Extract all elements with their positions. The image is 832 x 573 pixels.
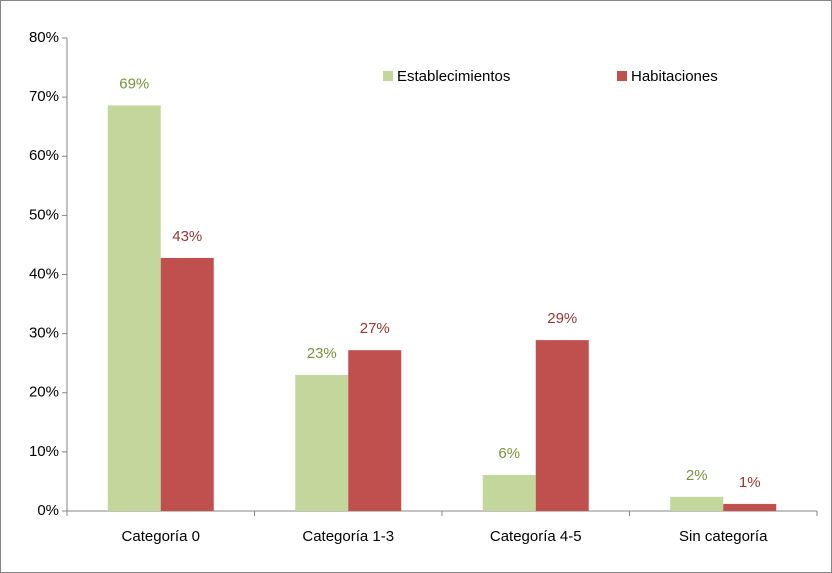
- bar: [670, 496, 724, 511]
- x-tick-label: Sin categoría: [679, 528, 768, 545]
- y-tick-label: 60%: [29, 147, 59, 164]
- y-tick-label: 50%: [29, 206, 59, 223]
- data-label: 23%: [307, 345, 337, 362]
- y-tick-label: 20%: [29, 384, 59, 401]
- data-label: 27%: [360, 320, 390, 337]
- x-tick-label: Categoría 4-5: [490, 528, 582, 545]
- legend-swatch: [383, 71, 393, 81]
- bar: [295, 375, 349, 511]
- data-label: 6%: [498, 445, 520, 462]
- bar: [482, 474, 536, 511]
- bar: [107, 105, 161, 511]
- y-tick-label: 80%: [29, 29, 59, 46]
- data-label: 1%: [739, 474, 761, 491]
- data-label: 29%: [547, 310, 577, 327]
- y-tick-label: 0%: [37, 502, 59, 519]
- legend-label: Establecimientos: [397, 68, 510, 85]
- data-label: 2%: [686, 467, 708, 484]
- bar: [160, 257, 214, 511]
- bar: [723, 503, 777, 511]
- legend-label: Habitaciones: [631, 68, 718, 85]
- legend-swatch: [617, 71, 627, 81]
- data-label: 43%: [172, 228, 202, 245]
- data-label: 69%: [119, 75, 149, 92]
- y-tick-label: 40%: [29, 265, 59, 282]
- y-tick-label: 10%: [29, 443, 59, 460]
- bar: [348, 350, 402, 511]
- y-tick-label: 70%: [29, 88, 59, 105]
- x-tick-label: Categoría 0: [122, 528, 200, 545]
- bar: [535, 340, 589, 511]
- x-tick-label: Categoría 1-3: [302, 528, 394, 545]
- y-tick-label: 30%: [29, 325, 59, 342]
